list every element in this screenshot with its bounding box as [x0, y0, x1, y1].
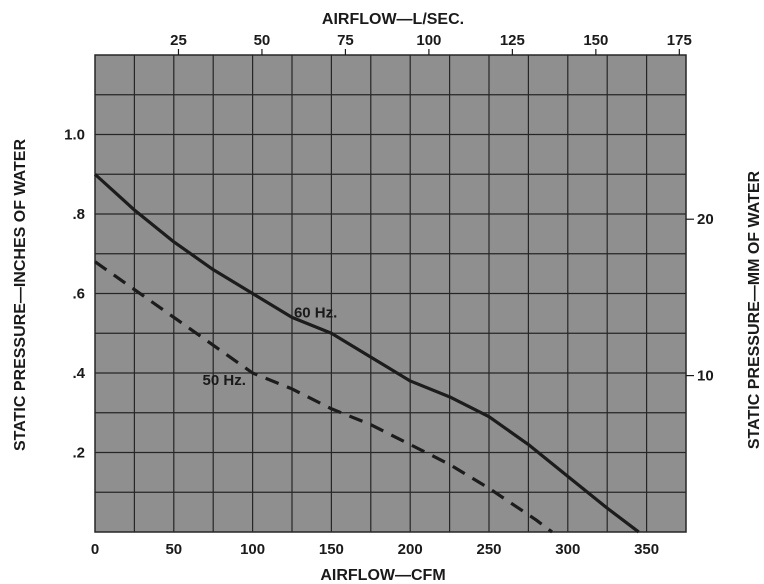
y-axis-label: STATIC PRESSURE—INCHES OF WATER: [12, 139, 29, 451]
x-tick-label: 100: [240, 541, 265, 558]
series-group: [93, 173, 640, 534]
y-tick-label: 1.0: [64, 127, 85, 144]
x-top-tick-label: 50: [254, 32, 271, 49]
y-right-tick-label: 20: [697, 211, 714, 228]
x-top-axis-label: AIRFLOW—L/SEC.: [322, 11, 464, 28]
y-tick-label: .6: [72, 286, 85, 303]
series-line-50hz: [94, 260, 554, 534]
y-tick-label: .2: [72, 445, 85, 462]
x-tick-label: 50: [165, 541, 182, 558]
x-top-tick-label: 25: [170, 32, 187, 49]
x-tick-label: 350: [634, 541, 659, 558]
x-tick-label: 150: [319, 541, 344, 558]
series-annotation-label: 50 Hz.: [203, 372, 246, 389]
tick-labels: 0 50 100 150 200 250 300 350 .2 .4 .6 .8 1.0 25 50 75 10…: [64, 32, 714, 558]
y-tick-label: .8: [72, 206, 85, 223]
y-tick-label: .4: [72, 365, 85, 382]
x-top-tick-label: 125: [500, 32, 525, 49]
series-line-60hz: [93, 173, 640, 534]
x-axis-label: AIRFLOW—CFM: [320, 567, 445, 584]
grid-lines: [95, 55, 686, 532]
y-right-tick-label: 10: [697, 368, 714, 385]
y-right-axis-label: STATIC PRESSURE—MM OF WATER: [746, 170, 763, 449]
x-top-tick-label: 100: [416, 32, 441, 49]
x-tick-label: 300: [555, 541, 580, 558]
annotations: 60 Hz. 50 Hz.: [203, 304, 338, 389]
x-tick-label: 0: [91, 541, 99, 558]
x-top-tick-label: 150: [583, 32, 608, 49]
x-top-tick-label: 75: [337, 32, 354, 49]
x-top-tick-label: 175: [667, 32, 692, 49]
series-annotation-label: 60 Hz.: [294, 304, 337, 321]
x-tick-label: 200: [398, 541, 423, 558]
x-tick-label: 250: [476, 541, 501, 558]
